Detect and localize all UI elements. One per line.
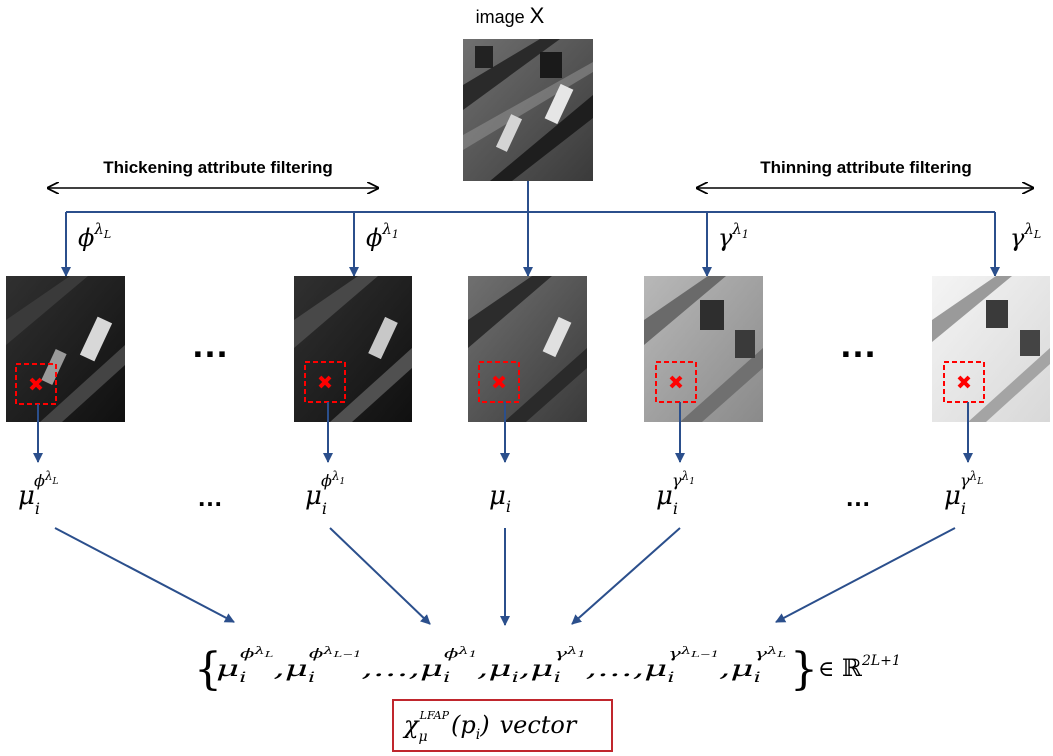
filtered-image-original [468,276,587,422]
feature-vector-set: { μ iϕ λ L, μ iϕ λ L−1,…, μ iϕ λ 1, μ i, μ iγ λ 1,…, μ iγ λ L… [194,644,901,695]
patch-window [943,361,985,403]
ellipsis: … [839,324,877,366]
ellipsis: … [191,324,229,366]
pixel-marker [29,377,43,391]
pixel-marker [957,375,971,389]
operator-label: γλL [1010,220,1041,252]
set-open-brace: { [194,644,222,695]
original-image [463,39,593,181]
aggregation-arrows [54,527,956,626]
thickening-label: Thickening attribute filtering [103,158,333,177]
feature-label: μiϕλL [18,469,59,518]
feature-label: μi [489,481,511,516]
operator-label: ϕλL [78,220,111,252]
output-box-border [392,699,613,752]
filtered-image-thinning-1 [644,276,763,422]
patch-window [304,361,346,403]
filter-distribution-lines [61,181,1000,277]
operator-label: ϕλ1 [366,220,399,252]
ellipsis: … [845,482,871,512]
patch-window [15,363,57,405]
patch-window [478,361,520,403]
patch-window [655,361,697,403]
pixel-marker [318,375,332,389]
vector-terms: μ iϕ λ L, μ iϕ λ L−1,…, μ iϕ λ 1, μ i, μ iγ λ 1,…, μ iγ λ L−1… [216,646,786,686]
pixel-marker [669,375,683,389]
feature-extraction-arrows [33,402,973,463]
membership-symbol: ∈ [818,657,834,682]
filtered-image-thickening-L [6,276,125,422]
feature-label: μiγλL [944,469,983,518]
thinning-label: Thinning attribute filtering [760,158,972,177]
lfap-vector-label: χμLFAP(pi) vector [402,709,578,745]
feature-label: μiγλ1 [656,469,695,518]
filtered-image-thinning-L [932,276,1050,422]
ellipsis: … [197,482,223,512]
operator-label: γλ1 [718,220,749,252]
image-title: image X [476,3,545,28]
real-space: ℝ2L+1 [842,653,901,682]
pixel-marker [492,375,506,389]
feature-label: μiϕλ1 [305,469,345,518]
filtered-image-thickening-1 [294,276,412,422]
lfap-vector-box: χμLFAP(pi) vector [392,699,613,752]
set-close-brace: } [790,644,818,695]
